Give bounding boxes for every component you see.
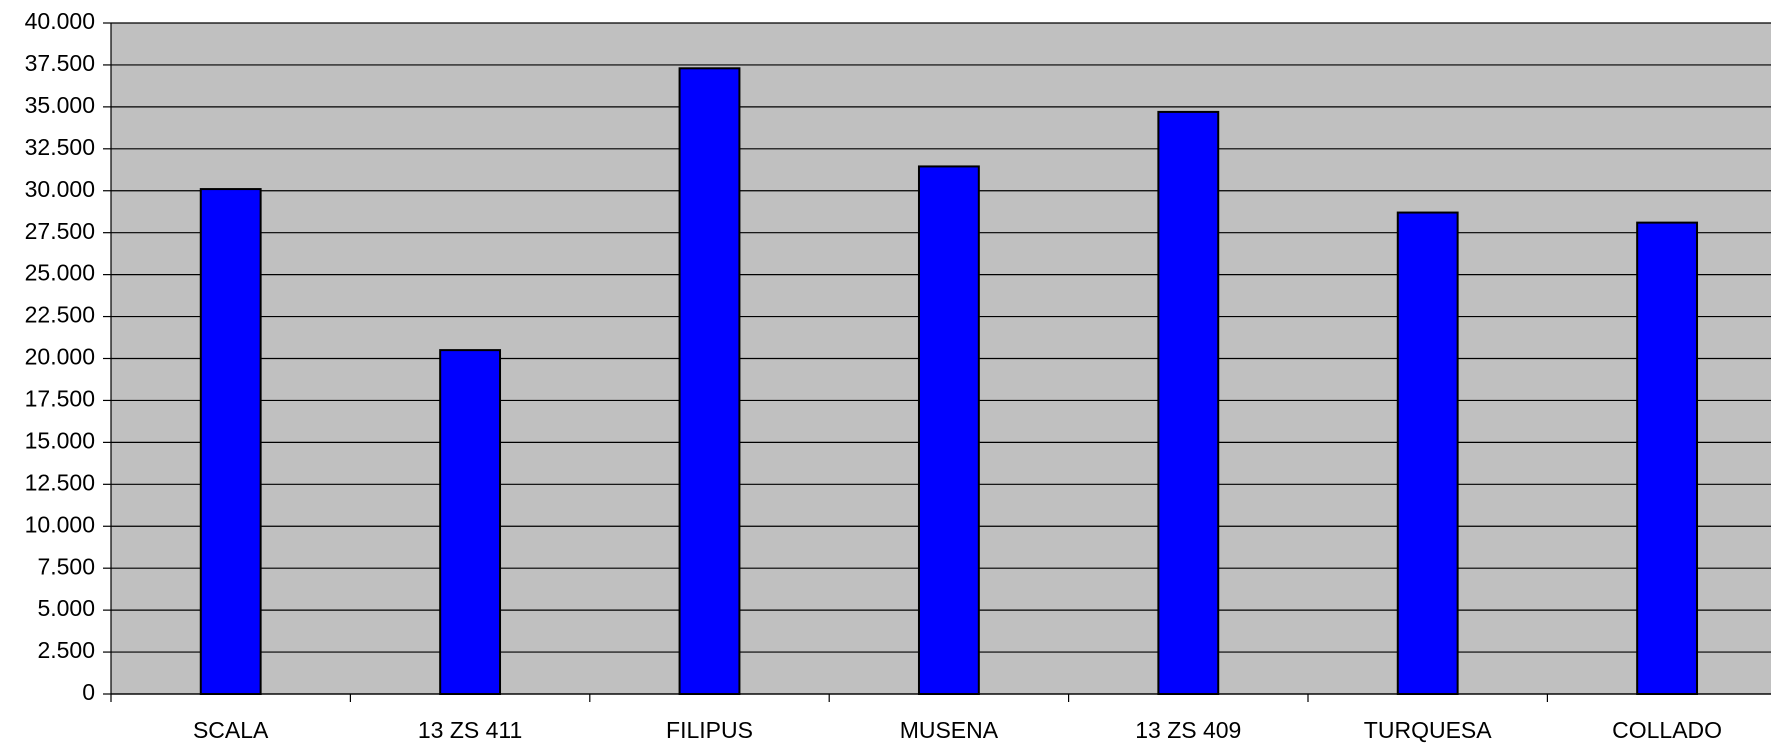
bar	[1396, 211, 1459, 695]
y-tick-label: 37.500	[25, 50, 95, 76]
x-tick-label: SCALA	[193, 717, 269, 743]
y-tick-label: 12.500	[25, 469, 95, 495]
bar	[1636, 221, 1699, 695]
y-tick-label: 25.000	[25, 260, 95, 286]
bar	[199, 188, 262, 695]
x-tick-label: 13 ZS 409	[1135, 717, 1241, 743]
bar	[1157, 110, 1220, 696]
y-tick-label: 32.500	[25, 134, 95, 160]
x-tick-label: MUSENA	[900, 717, 999, 743]
y-tick-label: 27.500	[25, 218, 95, 244]
y-tick-label: 40.000	[25, 8, 95, 34]
x-tick-label: 13 ZS 411	[418, 717, 522, 743]
y-tick-label: 5.000	[37, 595, 95, 621]
y-tick-label: 15.000	[25, 427, 95, 453]
x-tick-label: TURQUESA	[1364, 717, 1492, 743]
y-tick-label: 35.000	[25, 92, 95, 118]
bar	[678, 67, 741, 696]
y-tick-label: 7.500	[37, 553, 95, 579]
y-tick-label: 2.500	[37, 637, 95, 663]
y-tick-label: 30.000	[25, 176, 95, 202]
y-tick-label: 22.500	[25, 302, 95, 328]
y-tick-label: 17.500	[25, 386, 95, 412]
y-tick-label: 20.000	[25, 344, 95, 370]
bar	[439, 349, 502, 695]
y-tick-label: 0	[82, 679, 95, 705]
x-tick-label: FILIPUS	[666, 717, 753, 743]
y-tick-label: 10.000	[25, 511, 95, 537]
bar	[917, 165, 980, 695]
x-tick-label: COLLADO	[1612, 717, 1722, 743]
